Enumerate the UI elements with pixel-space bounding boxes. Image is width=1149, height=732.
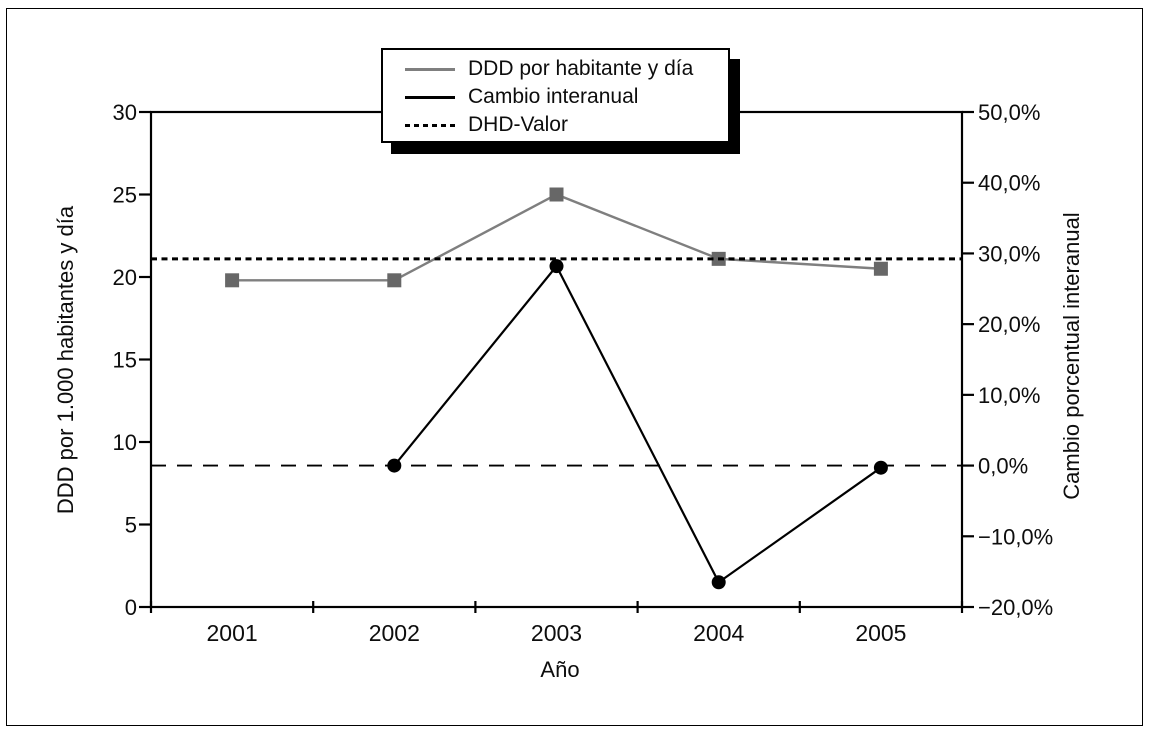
svg-text:0,0%: 0,0% [978, 454, 1028, 479]
svg-text:25: 25 [113, 183, 137, 208]
legend-item-dhd: DHD-Valor [383, 111, 728, 139]
legend-item-label: Cambio interanual [468, 85, 639, 108]
svg-text:−10,0%: −10,0% [978, 524, 1053, 549]
svg-text:15: 15 [113, 348, 137, 373]
svg-text:2004: 2004 [693, 620, 744, 646]
svg-text:30,0%: 30,0% [978, 241, 1040, 266]
svg-text:2002: 2002 [369, 620, 420, 646]
right-axis-title: Cambio porcentual interanual [1059, 212, 1084, 500]
svg-text:20: 20 [113, 265, 137, 290]
legend-item-label: DHD-Valor [468, 113, 568, 136]
black-line-swatch-icon [405, 95, 455, 99]
svg-text:0: 0 [125, 595, 137, 620]
dotted-line-swatch-icon [405, 123, 455, 127]
svg-text:40,0%: 40,0% [978, 171, 1040, 196]
svg-text:50,0%: 50,0% [978, 100, 1040, 125]
svg-text:2005: 2005 [855, 620, 906, 646]
svg-text:10: 10 [113, 430, 137, 455]
svg-text:−20,0%: −20,0% [978, 595, 1053, 620]
legend-item-ddd: DDD por habitante y día [383, 55, 728, 83]
svg-text:10,0%: 10,0% [978, 383, 1040, 408]
svg-text:30: 30 [113, 100, 137, 125]
legend: DDD por habitante y día Cambio interanua… [381, 48, 730, 143]
svg-text:2003: 2003 [531, 620, 582, 646]
legend-item-label: DDD por habitante y día [468, 57, 694, 80]
svg-text:20,0%: 20,0% [978, 312, 1040, 337]
left-axis-title: DDD por 1.000 habitantes y día [53, 205, 78, 515]
legend-item-cambio: Cambio interanual [383, 83, 728, 111]
gray-line-swatch-icon [405, 67, 455, 71]
svg-text:2001: 2001 [207, 620, 258, 646]
svg-text:5: 5 [125, 513, 137, 538]
x-axis-title: Año [540, 657, 580, 682]
